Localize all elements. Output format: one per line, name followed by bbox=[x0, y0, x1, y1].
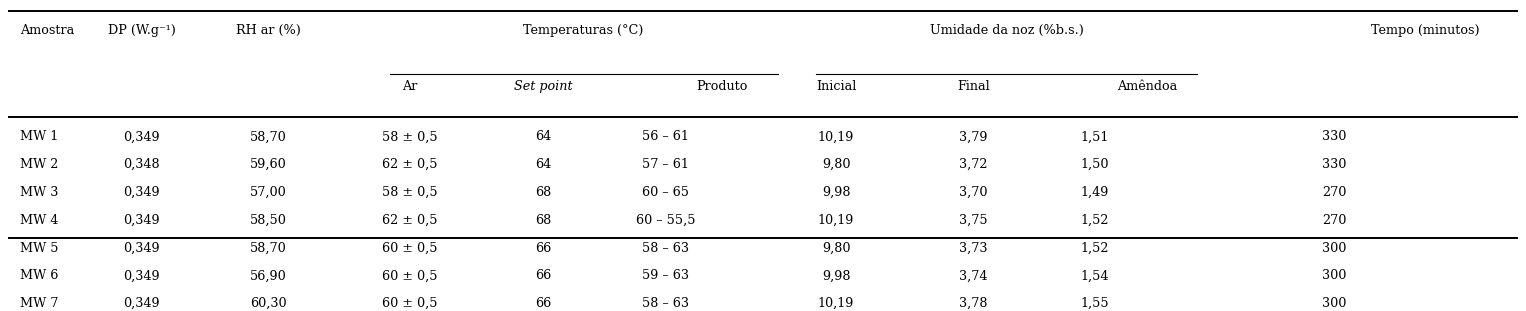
Text: 62 ± 0,5: 62 ± 0,5 bbox=[382, 214, 438, 227]
Text: 0,349: 0,349 bbox=[124, 214, 160, 227]
Text: MW 7: MW 7 bbox=[20, 297, 58, 310]
Text: 0,349: 0,349 bbox=[124, 130, 160, 143]
Text: 0,349: 0,349 bbox=[124, 242, 160, 255]
Text: 59,60: 59,60 bbox=[250, 158, 287, 171]
Text: 9,98: 9,98 bbox=[823, 269, 850, 282]
Text: 3,73: 3,73 bbox=[958, 242, 987, 255]
Text: 3,79: 3,79 bbox=[958, 130, 987, 143]
Text: Tempo (minutos): Tempo (minutos) bbox=[1372, 24, 1480, 37]
Text: 66: 66 bbox=[536, 269, 552, 282]
Text: 58,70: 58,70 bbox=[250, 242, 287, 255]
Text: Inicial: Inicial bbox=[816, 80, 856, 93]
Text: 58 – 63: 58 – 63 bbox=[642, 242, 690, 255]
Text: MW 2: MW 2 bbox=[20, 158, 58, 171]
Text: 64: 64 bbox=[536, 130, 552, 143]
Text: 330: 330 bbox=[1322, 130, 1346, 143]
Text: 56,90: 56,90 bbox=[250, 269, 287, 282]
Text: MW 5: MW 5 bbox=[20, 242, 58, 255]
Text: 1,49: 1,49 bbox=[1080, 186, 1109, 199]
Text: 3,74: 3,74 bbox=[958, 269, 987, 282]
Text: 1,55: 1,55 bbox=[1080, 297, 1109, 310]
Text: Produto: Produto bbox=[696, 80, 748, 93]
Text: 0,348: 0,348 bbox=[124, 158, 160, 171]
Text: 10,19: 10,19 bbox=[818, 214, 855, 227]
Text: 1,52: 1,52 bbox=[1080, 242, 1109, 255]
Text: 300: 300 bbox=[1322, 269, 1346, 282]
Text: 57,00: 57,00 bbox=[250, 186, 287, 199]
Text: 9,80: 9,80 bbox=[823, 158, 850, 171]
Text: 58 ± 0,5: 58 ± 0,5 bbox=[382, 186, 438, 199]
Text: Ar: Ar bbox=[401, 80, 417, 93]
Text: MW 4: MW 4 bbox=[20, 214, 58, 227]
Text: 60 ± 0,5: 60 ± 0,5 bbox=[382, 297, 438, 310]
Text: MW 1: MW 1 bbox=[20, 130, 58, 143]
Text: 3,70: 3,70 bbox=[958, 186, 987, 199]
Text: 58,50: 58,50 bbox=[250, 214, 287, 227]
Text: 9,98: 9,98 bbox=[823, 186, 850, 199]
Text: Final: Final bbox=[957, 80, 989, 93]
Text: 270: 270 bbox=[1322, 214, 1346, 227]
Text: 60 ± 0,5: 60 ± 0,5 bbox=[382, 242, 438, 255]
Text: MW 3: MW 3 bbox=[20, 186, 58, 199]
Text: 270: 270 bbox=[1322, 186, 1346, 199]
Text: 1,51: 1,51 bbox=[1080, 130, 1109, 143]
Text: 300: 300 bbox=[1322, 242, 1346, 255]
Text: 66: 66 bbox=[536, 242, 552, 255]
Text: Amostra: Amostra bbox=[20, 24, 73, 37]
Text: 58,70: 58,70 bbox=[250, 130, 287, 143]
Text: 1,50: 1,50 bbox=[1080, 158, 1109, 171]
Text: 68: 68 bbox=[536, 186, 552, 199]
Text: 58 ± 0,5: 58 ± 0,5 bbox=[382, 130, 438, 143]
Text: Amêndoa: Amêndoa bbox=[1117, 80, 1177, 93]
Text: RH ar (%): RH ar (%) bbox=[235, 24, 301, 37]
Text: 66: 66 bbox=[536, 297, 552, 310]
Text: 60,30: 60,30 bbox=[250, 297, 287, 310]
Text: 56 – 61: 56 – 61 bbox=[642, 130, 688, 143]
Text: 60 – 55,5: 60 – 55,5 bbox=[636, 214, 696, 227]
Text: Temperaturas (°C): Temperaturas (°C) bbox=[523, 24, 644, 37]
Text: Umidade da noz (%b.s.): Umidade da noz (%b.s.) bbox=[929, 24, 1083, 37]
Text: 1,54: 1,54 bbox=[1080, 269, 1109, 282]
Text: 68: 68 bbox=[536, 214, 552, 227]
Text: 0,349: 0,349 bbox=[124, 297, 160, 310]
Text: 0,349: 0,349 bbox=[124, 269, 160, 282]
Text: 57 – 61: 57 – 61 bbox=[642, 158, 688, 171]
Text: 10,19: 10,19 bbox=[818, 130, 855, 143]
Text: 330: 330 bbox=[1322, 158, 1346, 171]
Text: 59 – 63: 59 – 63 bbox=[642, 269, 690, 282]
Text: MW 6: MW 6 bbox=[20, 269, 58, 282]
Text: 64: 64 bbox=[536, 158, 552, 171]
Text: 3,72: 3,72 bbox=[958, 158, 987, 171]
Text: 0,349: 0,349 bbox=[124, 186, 160, 199]
Text: 62 ± 0,5: 62 ± 0,5 bbox=[382, 158, 438, 171]
Text: DP (W.g⁻¹): DP (W.g⁻¹) bbox=[108, 24, 175, 37]
Text: 3,78: 3,78 bbox=[958, 297, 987, 310]
Text: 60 – 65: 60 – 65 bbox=[642, 186, 690, 199]
Text: 60 ± 0,5: 60 ± 0,5 bbox=[382, 269, 438, 282]
Text: 300: 300 bbox=[1322, 297, 1346, 310]
Text: 3,75: 3,75 bbox=[958, 214, 987, 227]
Text: Set point: Set point bbox=[514, 80, 572, 93]
Text: 10,19: 10,19 bbox=[818, 297, 855, 310]
Text: 58 – 63: 58 – 63 bbox=[642, 297, 690, 310]
Text: 1,52: 1,52 bbox=[1080, 214, 1109, 227]
Text: 9,80: 9,80 bbox=[823, 242, 850, 255]
